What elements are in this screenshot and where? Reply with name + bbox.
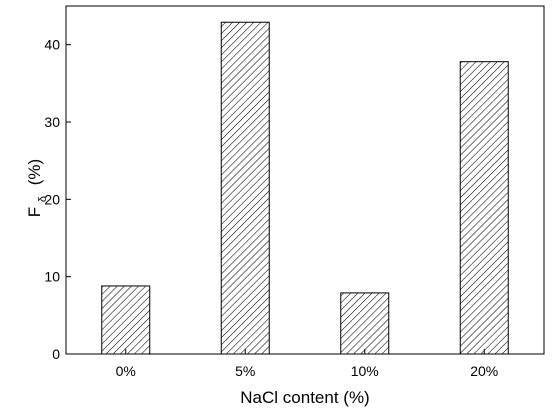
x-axis-ticks: 0% 5% 10% 20% bbox=[116, 349, 498, 379]
x-tick-label-0: 0% bbox=[116, 363, 136, 379]
y-tick-label-2: 20 bbox=[44, 191, 60, 207]
y-axis-title: F δ (%) bbox=[25, 159, 50, 217]
bar-2 bbox=[340, 292, 390, 355]
x-tick-label-3: 20% bbox=[470, 363, 498, 379]
bar-0 bbox=[101, 285, 151, 355]
y-tick-label-0: 0 bbox=[52, 346, 60, 362]
y-axis-title-unit: (%) bbox=[25, 159, 44, 185]
x-tick-label-1: 5% bbox=[235, 363, 255, 379]
y-axis-ticks: 0 10 20 30 40 bbox=[44, 37, 71, 362]
y-axis-title-subscript: δ bbox=[37, 196, 49, 202]
x-tick-label-2: 10% bbox=[351, 363, 379, 379]
y-tick-label-4: 40 bbox=[44, 37, 60, 53]
y-axis-title-main: F bbox=[25, 207, 44, 217]
y-tick-label-1: 10 bbox=[44, 269, 60, 285]
bars-group bbox=[101, 21, 509, 355]
y-tick-label-3: 30 bbox=[44, 114, 60, 130]
plot-frame bbox=[65, 5, 545, 355]
bar-3 bbox=[459, 61, 509, 355]
x-axis-title: NaCl content (%) bbox=[240, 388, 369, 407]
bar-1 bbox=[220, 21, 270, 355]
